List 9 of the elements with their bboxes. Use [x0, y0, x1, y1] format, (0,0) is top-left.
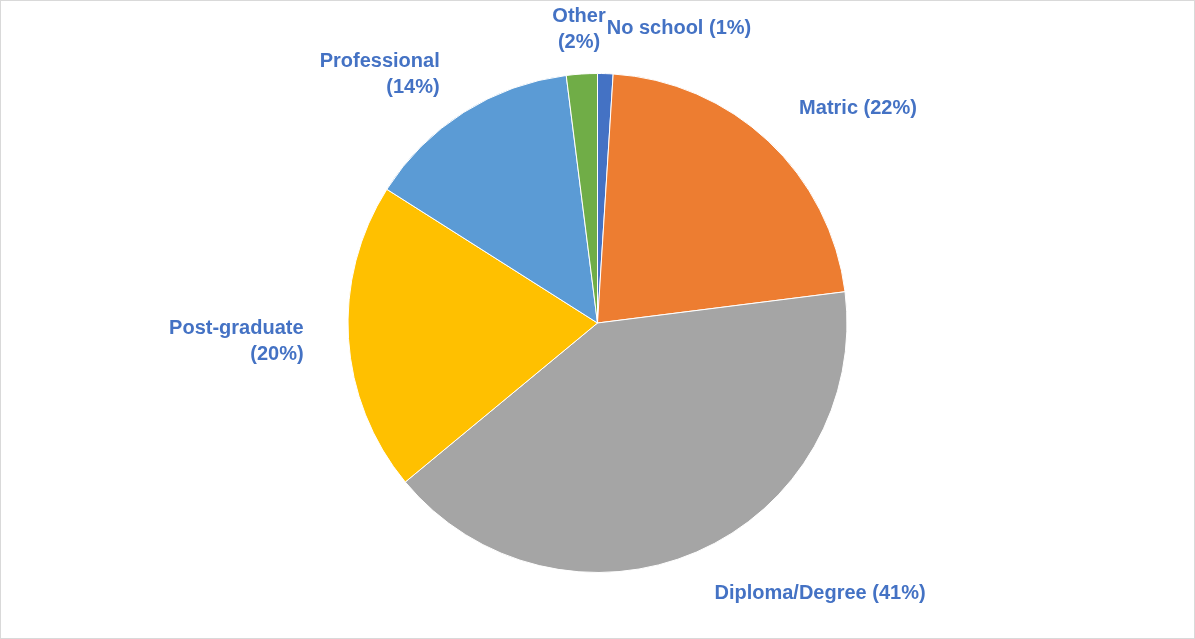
slice-label: Diploma/Degree (41%) [714, 580, 926, 603]
slice-label: Matric (22%) [799, 95, 917, 118]
data-label: (20%) [250, 342, 304, 365]
slice-label: Post-graduate [169, 316, 304, 339]
data-label: (14%) [386, 74, 440, 97]
slice-label: Other [552, 3, 606, 26]
slice-label: Professional [319, 48, 440, 71]
data-label: (2%) [557, 29, 601, 52]
slice-label: No school (1%) [606, 16, 752, 39]
